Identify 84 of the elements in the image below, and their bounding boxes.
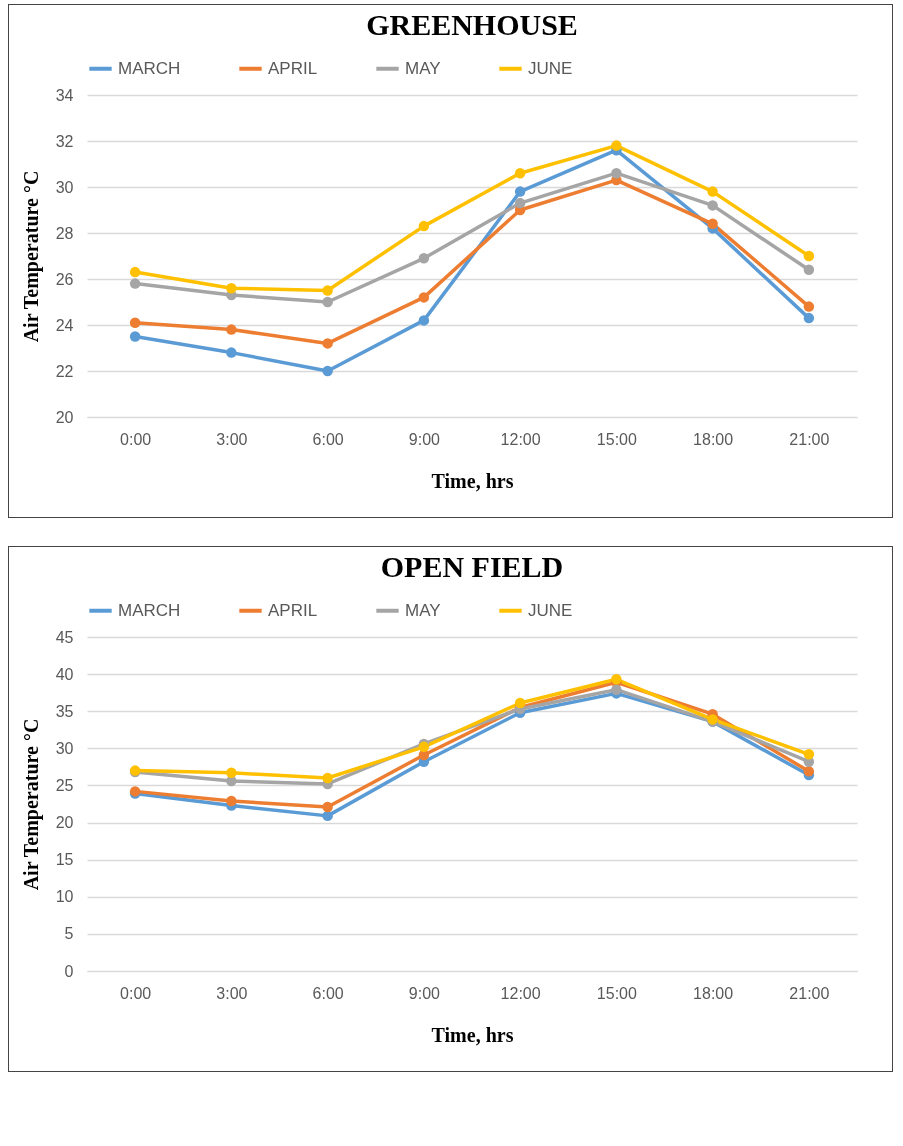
point bbox=[707, 200, 718, 211]
legend-label: MARCH bbox=[118, 600, 181, 620]
y-tick-label: 5 bbox=[64, 925, 74, 943]
point bbox=[803, 766, 815, 777]
point bbox=[226, 347, 237, 358]
point bbox=[803, 312, 815, 324]
point bbox=[322, 801, 333, 813]
y-tick-label: 28 bbox=[55, 224, 74, 242]
y-tick-label: 40 bbox=[55, 665, 74, 683]
y-tick-label: 30 bbox=[55, 178, 74, 196]
legend-label: JUNE bbox=[528, 600, 573, 620]
legend-label: MAY bbox=[405, 600, 441, 620]
point bbox=[418, 220, 430, 232]
x-tick-label: 3:00 bbox=[216, 984, 248, 1002]
x-tick-label: 0:00 bbox=[120, 984, 152, 1002]
x-tick-label: 18:00 bbox=[693, 430, 734, 448]
x-tick-label: 15:00 bbox=[596, 430, 637, 448]
x-tick-label: 12:00 bbox=[500, 984, 541, 1002]
y-tick-label: 35 bbox=[55, 702, 74, 720]
x-tick-label: 18:00 bbox=[693, 984, 734, 1002]
point bbox=[707, 218, 718, 230]
point bbox=[418, 253, 430, 264]
point bbox=[514, 697, 526, 709]
point bbox=[707, 186, 718, 197]
y-tick-label: 45 bbox=[55, 628, 74, 646]
x-tick-label: 6:00 bbox=[312, 984, 344, 1002]
y-tick-label: 24 bbox=[55, 316, 74, 334]
x-tick-label: 3:00 bbox=[216, 430, 248, 448]
point bbox=[514, 197, 526, 209]
point bbox=[514, 186, 526, 197]
point bbox=[418, 315, 430, 326]
point bbox=[322, 365, 333, 377]
point bbox=[226, 282, 237, 294]
point bbox=[803, 264, 815, 276]
y-tick-label: 34 bbox=[55, 86, 74, 104]
point bbox=[226, 795, 237, 807]
legend-label: JUNE bbox=[528, 58, 573, 78]
point bbox=[226, 324, 237, 335]
y-tick-label: 10 bbox=[55, 888, 74, 906]
y-tick-label: 15 bbox=[55, 851, 74, 869]
x-tick-label: 9:00 bbox=[408, 430, 441, 448]
point bbox=[129, 317, 141, 328]
x-tick-label: 6:00 bbox=[312, 430, 344, 448]
point bbox=[129, 278, 141, 289]
y-tick-label: 26 bbox=[55, 270, 74, 288]
y-tick-label: 20 bbox=[55, 814, 74, 832]
y-tick-label: 32 bbox=[55, 132, 74, 150]
y-tick-label: 0 bbox=[64, 962, 74, 980]
legend-label: APRIL bbox=[268, 600, 318, 620]
y-tick-label: 25 bbox=[55, 776, 74, 794]
point bbox=[129, 331, 141, 342]
x-tick-label: 0:00 bbox=[120, 430, 152, 448]
legend-label: MAY bbox=[405, 58, 441, 78]
point bbox=[322, 810, 333, 822]
point bbox=[803, 301, 815, 312]
point bbox=[418, 292, 430, 303]
x-axis-title: Time, hrs bbox=[431, 469, 514, 492]
point bbox=[322, 772, 333, 784]
point bbox=[611, 140, 622, 151]
point bbox=[803, 250, 815, 262]
point bbox=[803, 749, 815, 760]
x-tick-label: 12:00 bbox=[500, 430, 541, 448]
y-tick-label: 30 bbox=[55, 739, 74, 757]
legend-label: APRIL bbox=[268, 58, 318, 78]
legend-label: MARCH bbox=[118, 58, 181, 78]
point bbox=[322, 296, 333, 308]
x-tick-label: 15:00 bbox=[596, 984, 637, 1002]
x-tick-label: 9:00 bbox=[408, 984, 441, 1002]
point bbox=[514, 167, 526, 179]
point bbox=[322, 285, 333, 296]
point bbox=[322, 338, 333, 349]
x-axis-title: Time, hrs bbox=[431, 1023, 514, 1046]
x-tick-label: 21:00 bbox=[789, 984, 830, 1002]
point bbox=[129, 266, 141, 278]
point bbox=[611, 684, 622, 695]
y-tick-label: 22 bbox=[55, 362, 74, 380]
y-axis-title: Air Temperature °C bbox=[19, 718, 43, 891]
x-tick-label: 21:00 bbox=[789, 430, 830, 448]
y-axis-title: Air Temperature °C bbox=[19, 170, 43, 343]
point bbox=[611, 167, 622, 179]
chart-title: GREENHOUSE bbox=[366, 8, 578, 41]
point bbox=[226, 767, 237, 779]
chart-title: OPEN FIELD bbox=[380, 550, 564, 583]
y-tick-label: 20 bbox=[55, 408, 74, 426]
